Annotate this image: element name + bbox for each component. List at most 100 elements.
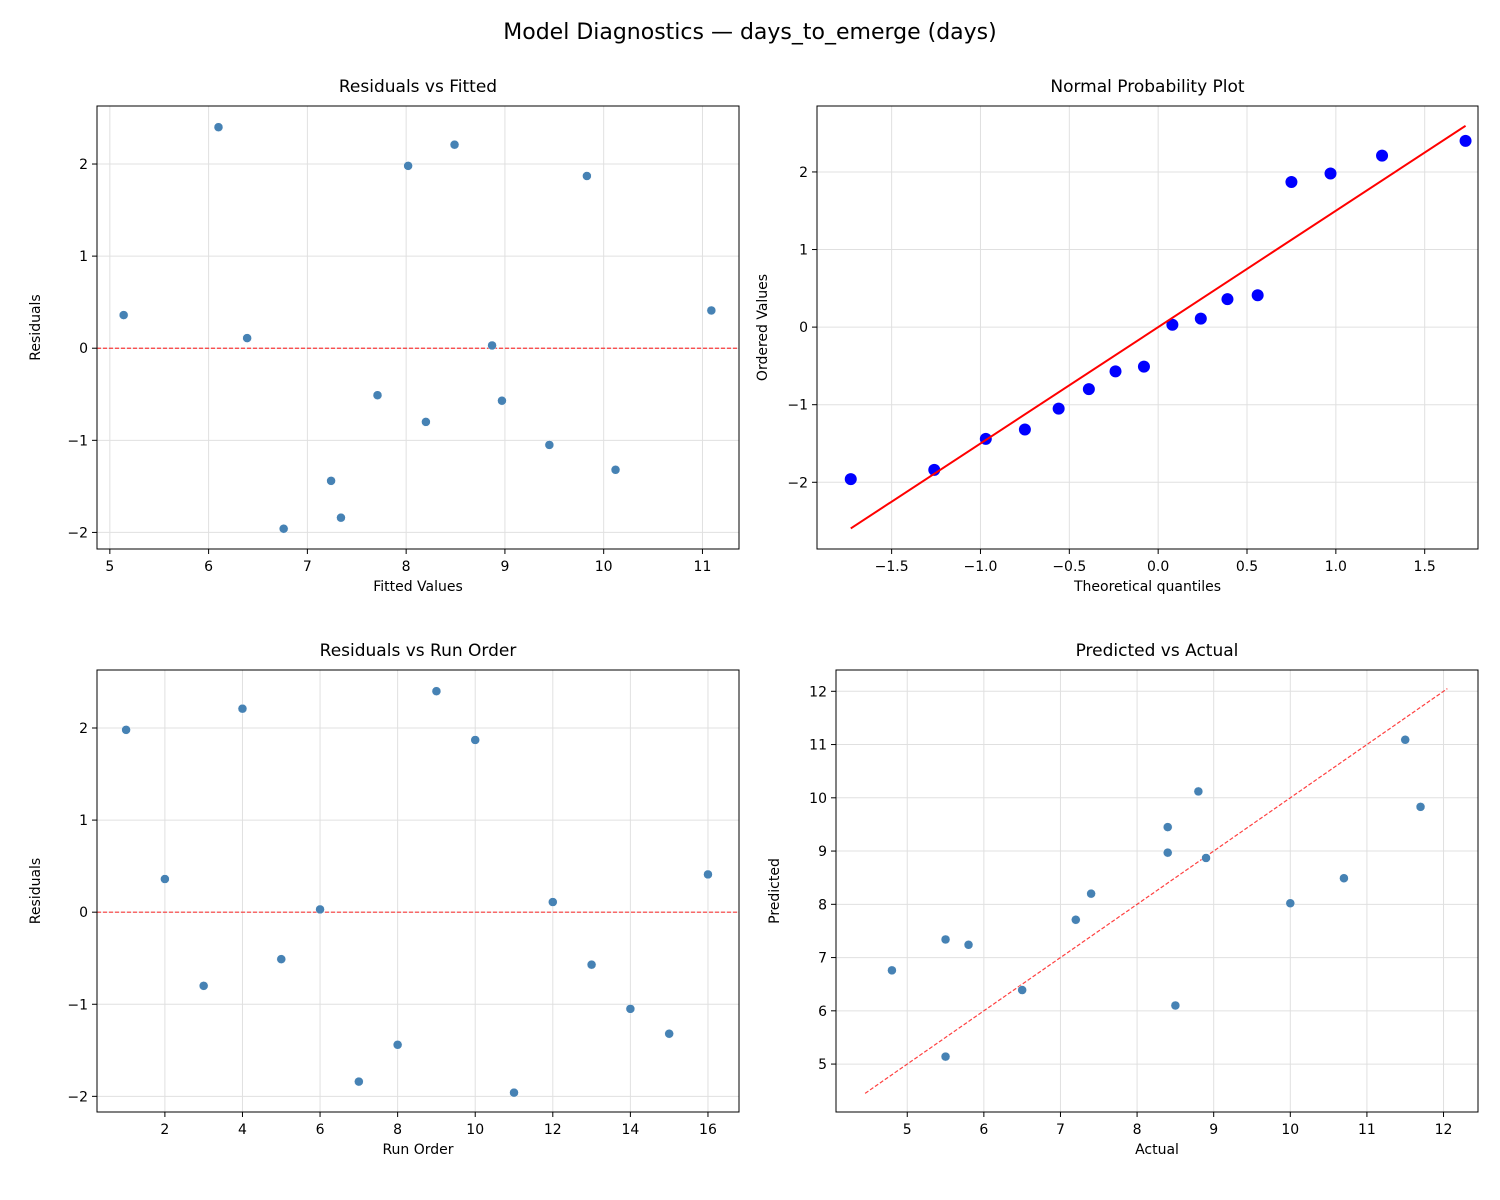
- data-point: [118, 310, 129, 320]
- data-point: [431, 686, 442, 696]
- fit-line: [850, 124, 1467, 530]
- data-point: [582, 171, 592, 181]
- x-tick-label: 14: [621, 1122, 639, 1138]
- x-tick-label: 6: [979, 1122, 988, 1138]
- data-point: [610, 465, 621, 475]
- data-point: [278, 523, 289, 534]
- x-tick-label: −0.5: [1052, 559, 1086, 575]
- data-point: [940, 1051, 951, 1062]
- x-tick-label: 8: [393, 1122, 402, 1138]
- data-point: [1170, 1000, 1181, 1011]
- data-point: [497, 395, 507, 406]
- data-point: [887, 965, 897, 976]
- data-point: [844, 473, 857, 486]
- axes-frame: [835, 669, 1479, 1113]
- y-axis-label: Ordered Values: [755, 274, 771, 381]
- x-tick-label: 5: [105, 559, 114, 575]
- data-point: [706, 305, 717, 316]
- x-tick-label: 7: [303, 559, 312, 575]
- data-point: [326, 476, 336, 486]
- data-point: [1018, 423, 1031, 436]
- data-point: [237, 703, 248, 714]
- data-point: [392, 1040, 403, 1050]
- x-tick-label: 9: [500, 559, 509, 575]
- data-point: [1251, 289, 1264, 302]
- data-point: [1201, 853, 1211, 863]
- x-axis-label: Fitted Values: [373, 579, 463, 595]
- data-point: [198, 981, 209, 991]
- x-axis-label: Run Order: [382, 1142, 453, 1158]
- data-point: [1162, 847, 1173, 858]
- data-point: [509, 1087, 519, 1098]
- data-point: [1339, 873, 1349, 883]
- x-tick-label: 1.0: [1325, 559, 1347, 575]
- data-point: [470, 735, 480, 745]
- subplot-title: Predicted vs Actual: [1076, 641, 1239, 661]
- axes-frame: [96, 669, 740, 1113]
- x-tick-label: 8: [402, 559, 411, 575]
- data-point: [1324, 167, 1337, 180]
- data-point: [1086, 888, 1096, 899]
- x-tick-label: 11: [694, 559, 712, 575]
- y-tick-label: 2: [799, 165, 808, 181]
- x-tick-label: −1.0: [963, 559, 997, 575]
- y-tick-label: 5: [818, 1057, 827, 1073]
- data-point: [548, 897, 558, 907]
- data-point: [1415, 802, 1426, 812]
- residuals-vs-fitted-subplot: 5 6 7 8 9 10 11 −2 −1 0 1 2 Residuals vs Fitted Fitte…: [28, 77, 740, 595]
- data-point: [1166, 318, 1179, 331]
- data-point: [315, 904, 325, 915]
- data-point: [586, 959, 597, 970]
- x-tick-label: 11: [1358, 1122, 1376, 1138]
- data-point: [1221, 293, 1234, 306]
- y-tick-label: −2: [787, 475, 808, 491]
- predicted-vs-actual-subplot: 5 6 7 8 9 10 11 12 5 6 7 8 9 10 11 12 Predicted vs Actua…: [767, 641, 1479, 1158]
- data-point: [1459, 134, 1472, 147]
- data-point: [1109, 365, 1122, 378]
- data-point: [1285, 898, 1296, 908]
- data-point: [1162, 822, 1173, 832]
- y-tick-label: 11: [809, 738, 827, 754]
- data-point: [449, 139, 460, 150]
- data-point: [1137, 360, 1150, 373]
- y-tick-label: 10: [809, 791, 827, 807]
- data-point: [544, 440, 555, 450]
- y-tick-label: 8: [818, 897, 827, 913]
- y-axis-label: Predicted: [767, 858, 783, 924]
- data-point: [940, 934, 951, 945]
- y-tick-label: 1: [799, 243, 808, 259]
- y-tick-label: 12: [809, 684, 827, 700]
- data-point: [1376, 149, 1389, 162]
- y-axis-label: Residuals: [28, 858, 44, 924]
- data-point: [625, 1004, 636, 1014]
- x-tick-label: 2: [160, 1122, 169, 1138]
- data-point: [276, 954, 287, 964]
- x-tick-label: 8: [1133, 1122, 1142, 1138]
- data-point: [372, 390, 383, 400]
- x-tick-label: 1.5: [1414, 559, 1436, 575]
- subplot-title: Residuals vs Run Order: [320, 641, 517, 661]
- x-tick-label: −1.5: [875, 559, 909, 575]
- x-tick-label: 12: [544, 1122, 562, 1138]
- y-tick-label: 0: [79, 341, 88, 357]
- data-point: [403, 161, 413, 171]
- data-point: [213, 122, 224, 132]
- y-tick-label: 6: [818, 1004, 827, 1020]
- y-tick-label: 0: [79, 905, 88, 921]
- axes-frame: [816, 105, 1479, 550]
- y-tick-label: 1: [79, 249, 88, 265]
- data-point: [1193, 786, 1204, 797]
- y-axis-label: Residuals: [28, 294, 44, 360]
- data-point: [242, 333, 252, 343]
- data-point: [354, 1076, 364, 1087]
- data-point: [336, 512, 346, 523]
- x-axis-label: Theoretical quantiles: [1073, 579, 1221, 595]
- data-point: [703, 869, 713, 880]
- data-point: [421, 417, 431, 427]
- y-tick-label: 0: [799, 320, 808, 336]
- y-tick-label: 7: [818, 951, 827, 967]
- x-tick-label: 4: [238, 1122, 247, 1138]
